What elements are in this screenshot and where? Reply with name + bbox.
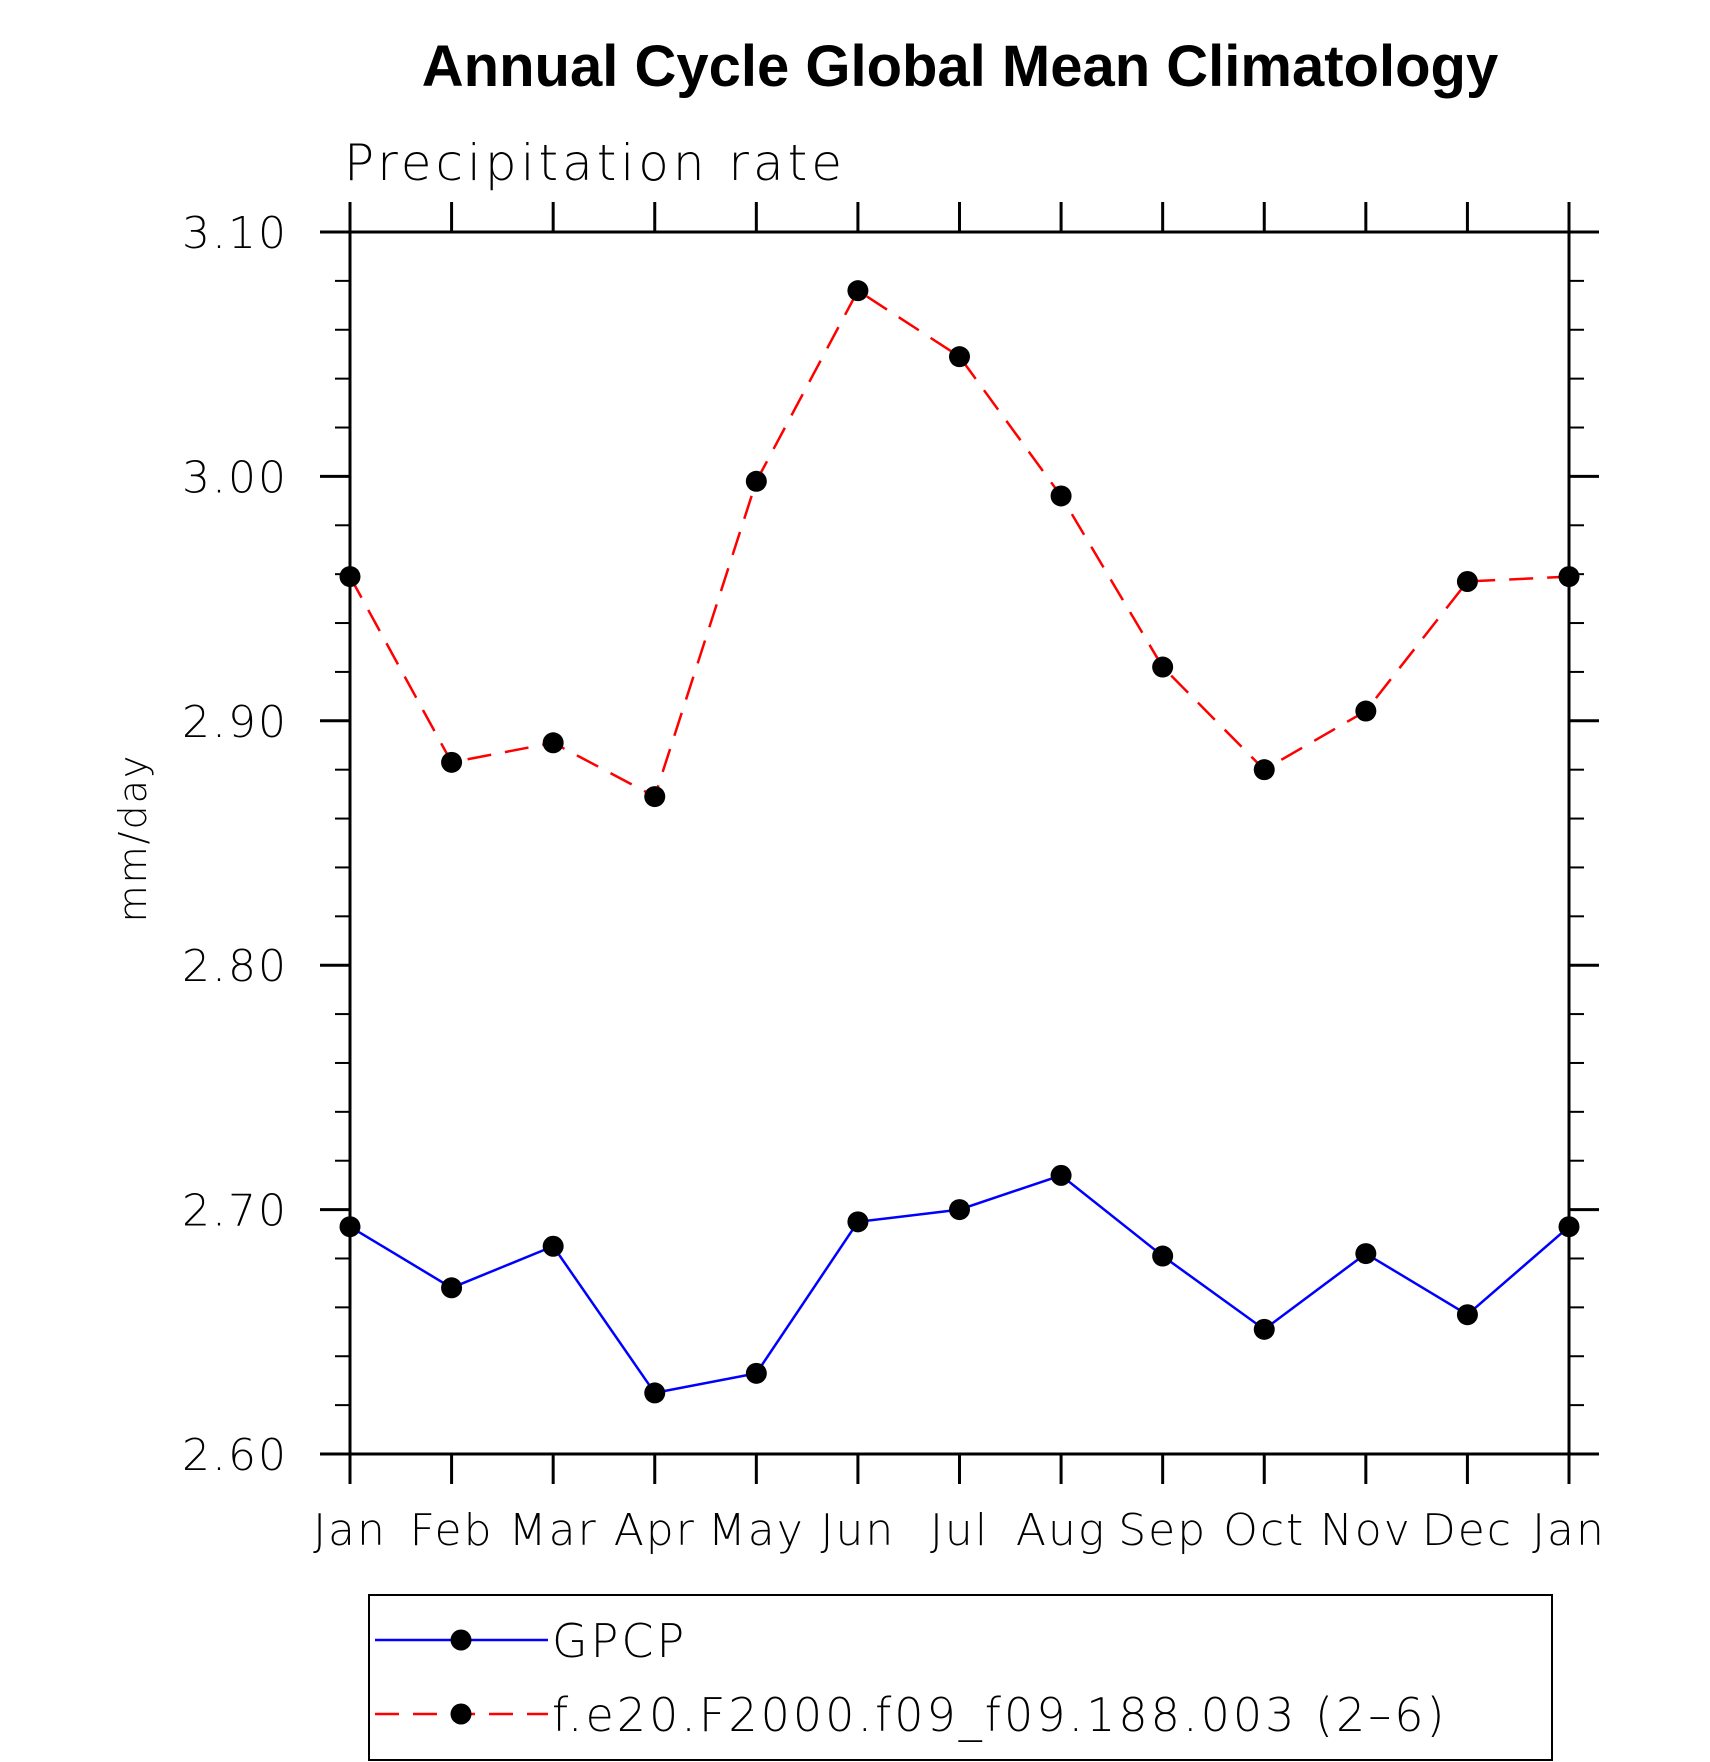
data-point: [1456, 1304, 1478, 1326]
y-tick-label: 2.90: [182, 697, 288, 748]
chart-title: Annual Cycle Global Mean Climatology: [422, 34, 1498, 99]
legend-marker: [450, 1629, 472, 1651]
y-tick-label: 3.00: [182, 452, 288, 503]
legend-label: GPCP: [552, 1614, 687, 1668]
x-tick-label: Jul: [930, 1505, 989, 1556]
data-point: [745, 470, 767, 492]
data-point: [1050, 485, 1072, 507]
x-tick-label: Oct: [1223, 1505, 1305, 1556]
data-point: [1050, 1164, 1072, 1186]
plot-frame: [348, 230, 1571, 1456]
legend-label: f.e20.F2000.f09_f09.188.003 (2–6): [552, 1688, 1447, 1742]
data-point: [1152, 656, 1174, 678]
x-tick-label: Dec: [1422, 1505, 1513, 1556]
x-tick-label: Jun: [821, 1505, 896, 1556]
x-tick-label: Sep: [1118, 1505, 1207, 1556]
data-point: [1152, 1245, 1174, 1267]
data-point: [542, 732, 564, 754]
x-tick-label: Nov: [1320, 1505, 1412, 1556]
x-tick-label: Aug: [1016, 1505, 1106, 1556]
data-point: [644, 786, 666, 808]
data-point: [949, 1199, 970, 1221]
x-tick-label: May: [708, 1505, 805, 1556]
chart-subtitle: Precipitation rate: [344, 134, 846, 192]
data-point: [1253, 759, 1275, 781]
data-point: [542, 1235, 564, 1257]
x-tick-label: Jan: [1532, 1505, 1606, 1556]
data-point: [1456, 570, 1478, 592]
data-point: [441, 1277, 463, 1299]
x-tick-label: Mar: [509, 1505, 598, 1556]
x-tick-label: Feb: [410, 1505, 494, 1556]
data-point: [745, 1362, 767, 1384]
y-axis-label: mm/day: [111, 754, 155, 923]
legend: GPCP f.e20.F2000.f09_f09.188.003 (2–6): [368, 1594, 1553, 1761]
data-point: [644, 1382, 666, 1404]
legend-marker: [450, 1703, 472, 1725]
data-point: [847, 1211, 869, 1233]
data-point: [949, 346, 970, 368]
data-markers: [339, 280, 1580, 1404]
y-tick-label: 3.10: [182, 208, 288, 259]
axis-ticks: [320, 202, 1599, 1484]
data-point: [441, 751, 463, 773]
tick-labels: Jan Feb Mar Apr May Jun Jul Aug Sep Oct Nov Dec Jan 2…: [182, 208, 1606, 1556]
y-tick-label: 2.80: [182, 941, 288, 992]
legend-box: [368, 1594, 1553, 1761]
y-tick-label: 2.70: [182, 1186, 288, 1237]
x-tick-label: Jan: [313, 1505, 387, 1556]
series-lines: [348, 288, 1570, 1395]
data-point: [1355, 1243, 1377, 1265]
data-point: [1355, 700, 1377, 722]
data-point: [1253, 1318, 1275, 1340]
y-tick-label: 2.60: [182, 1430, 288, 1481]
x-tick-label: Apr: [614, 1505, 696, 1556]
data-point: [847, 280, 869, 302]
